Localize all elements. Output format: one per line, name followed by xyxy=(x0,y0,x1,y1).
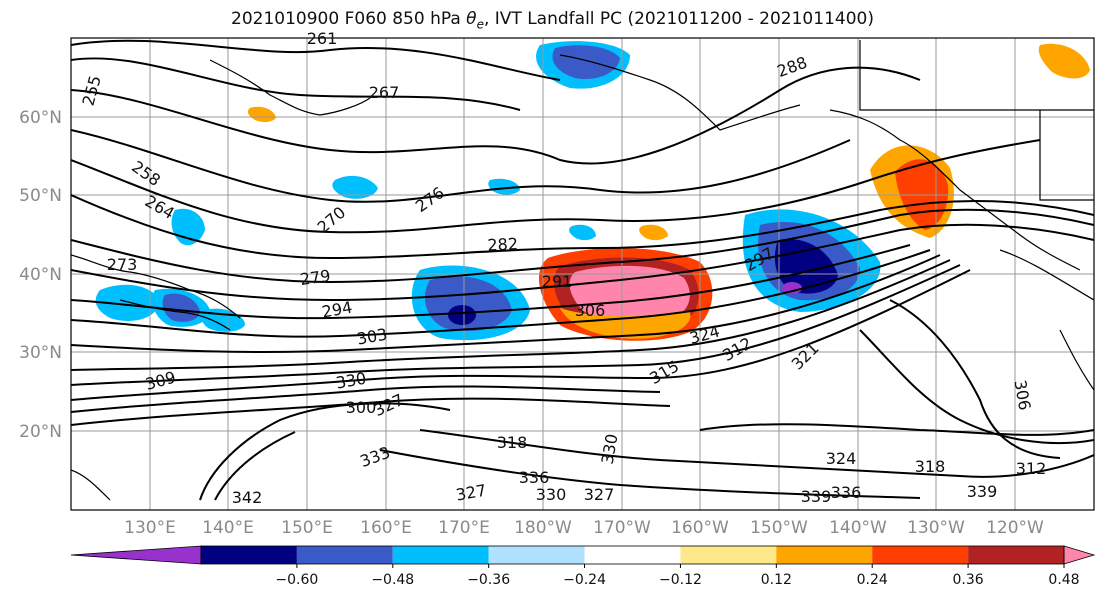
contour-label: 306 xyxy=(575,301,606,320)
lon-label: 160°E xyxy=(360,518,412,538)
lon-label: 150°W xyxy=(750,518,808,538)
contour-label: 318 xyxy=(497,433,528,452)
lat-label: 20°N xyxy=(19,422,62,442)
colorbar-extend-low xyxy=(70,545,202,565)
lon-label: 130°E xyxy=(124,518,176,538)
contour-label: 279 xyxy=(299,266,332,289)
contour-label: 336 xyxy=(519,468,550,487)
contour-label: 291 xyxy=(542,272,573,291)
contour-label: 318 xyxy=(915,457,946,476)
colorbar-tick-label: 0.48 xyxy=(1048,572,1079,588)
contour-label: 327 xyxy=(584,485,615,504)
colorbar-swatch xyxy=(392,546,489,564)
colorbar-swatch xyxy=(680,546,777,564)
contour-label: 339 xyxy=(967,482,998,501)
lon-label: 170°W xyxy=(593,518,651,538)
contour-label: 261 xyxy=(307,29,338,48)
coastlines xyxy=(71,40,1094,501)
colorbar-tick-label: 0.24 xyxy=(857,572,888,588)
colorbar: −0.60 −0.48 −0.36 −0.24 −0.12 0.12 0.24 0.36 0.4… xyxy=(70,545,1096,588)
contour-label: 312 xyxy=(1016,459,1047,478)
colorbar-tick-label: −0.60 xyxy=(275,572,318,588)
contour-label: 273 xyxy=(107,255,138,274)
colorbar-swatch xyxy=(968,546,1064,564)
contour-label: 342 xyxy=(232,488,263,507)
colorbar-swatch xyxy=(776,546,873,564)
lon-label: 130°W xyxy=(907,518,965,538)
colorbar-extend-high xyxy=(1063,545,1096,565)
colorbar-tick-label: −0.24 xyxy=(563,572,606,588)
lon-label: 180°W xyxy=(514,518,572,538)
contour-label: 300 xyxy=(346,398,377,417)
colorbar-tick-label: 0.36 xyxy=(953,572,984,588)
colorbar-tick-label: −0.48 xyxy=(371,572,414,588)
shaded-field xyxy=(95,41,1090,341)
contour-label: 339 xyxy=(801,487,832,506)
longitude-labels: 130°E 140°E 150°E 160°E 170°E 180°W 170°W 160°W… xyxy=(124,518,1044,538)
colorbar-tick-label: 0.12 xyxy=(761,572,792,588)
colorbar-tick-label: −0.36 xyxy=(467,572,510,588)
colorbar-swatch xyxy=(584,546,681,564)
colorbar-swatch xyxy=(488,546,585,564)
theta-e-contours xyxy=(71,39,1094,501)
contour-label: 267 xyxy=(369,83,400,102)
colorbar-swatch xyxy=(872,546,969,564)
latitude-labels: 60°N 50°N 40°N 30°N 20°N xyxy=(19,108,62,442)
contour-label: 336 xyxy=(831,483,862,502)
colorbar-swatch xyxy=(296,546,393,564)
lon-label: 140°W xyxy=(829,518,887,538)
colorbar-outline xyxy=(200,545,1065,565)
lon-label: 120°W xyxy=(986,518,1044,538)
chart-title: 2021010900 F060 850 hPa θe, IVT Landfall… xyxy=(231,9,874,32)
contour-label: 330 xyxy=(536,485,567,504)
colorbar-tick-label: −0.12 xyxy=(659,572,702,588)
lat-label: 50°N xyxy=(19,186,62,206)
lon-label: 140°E xyxy=(202,518,254,538)
lat-label: 30°N xyxy=(19,343,62,363)
lon-label: 170°E xyxy=(438,518,490,538)
colorbar-swatch xyxy=(201,546,297,564)
contour-label: 324 xyxy=(826,449,857,468)
map-frame xyxy=(70,37,1095,511)
lon-label: 160°W xyxy=(671,518,729,538)
lon-label: 150°E xyxy=(281,518,333,538)
lat-label: 60°N xyxy=(19,108,62,128)
lat-label: 40°N xyxy=(19,265,62,285)
contour-label: 282 xyxy=(487,234,518,255)
